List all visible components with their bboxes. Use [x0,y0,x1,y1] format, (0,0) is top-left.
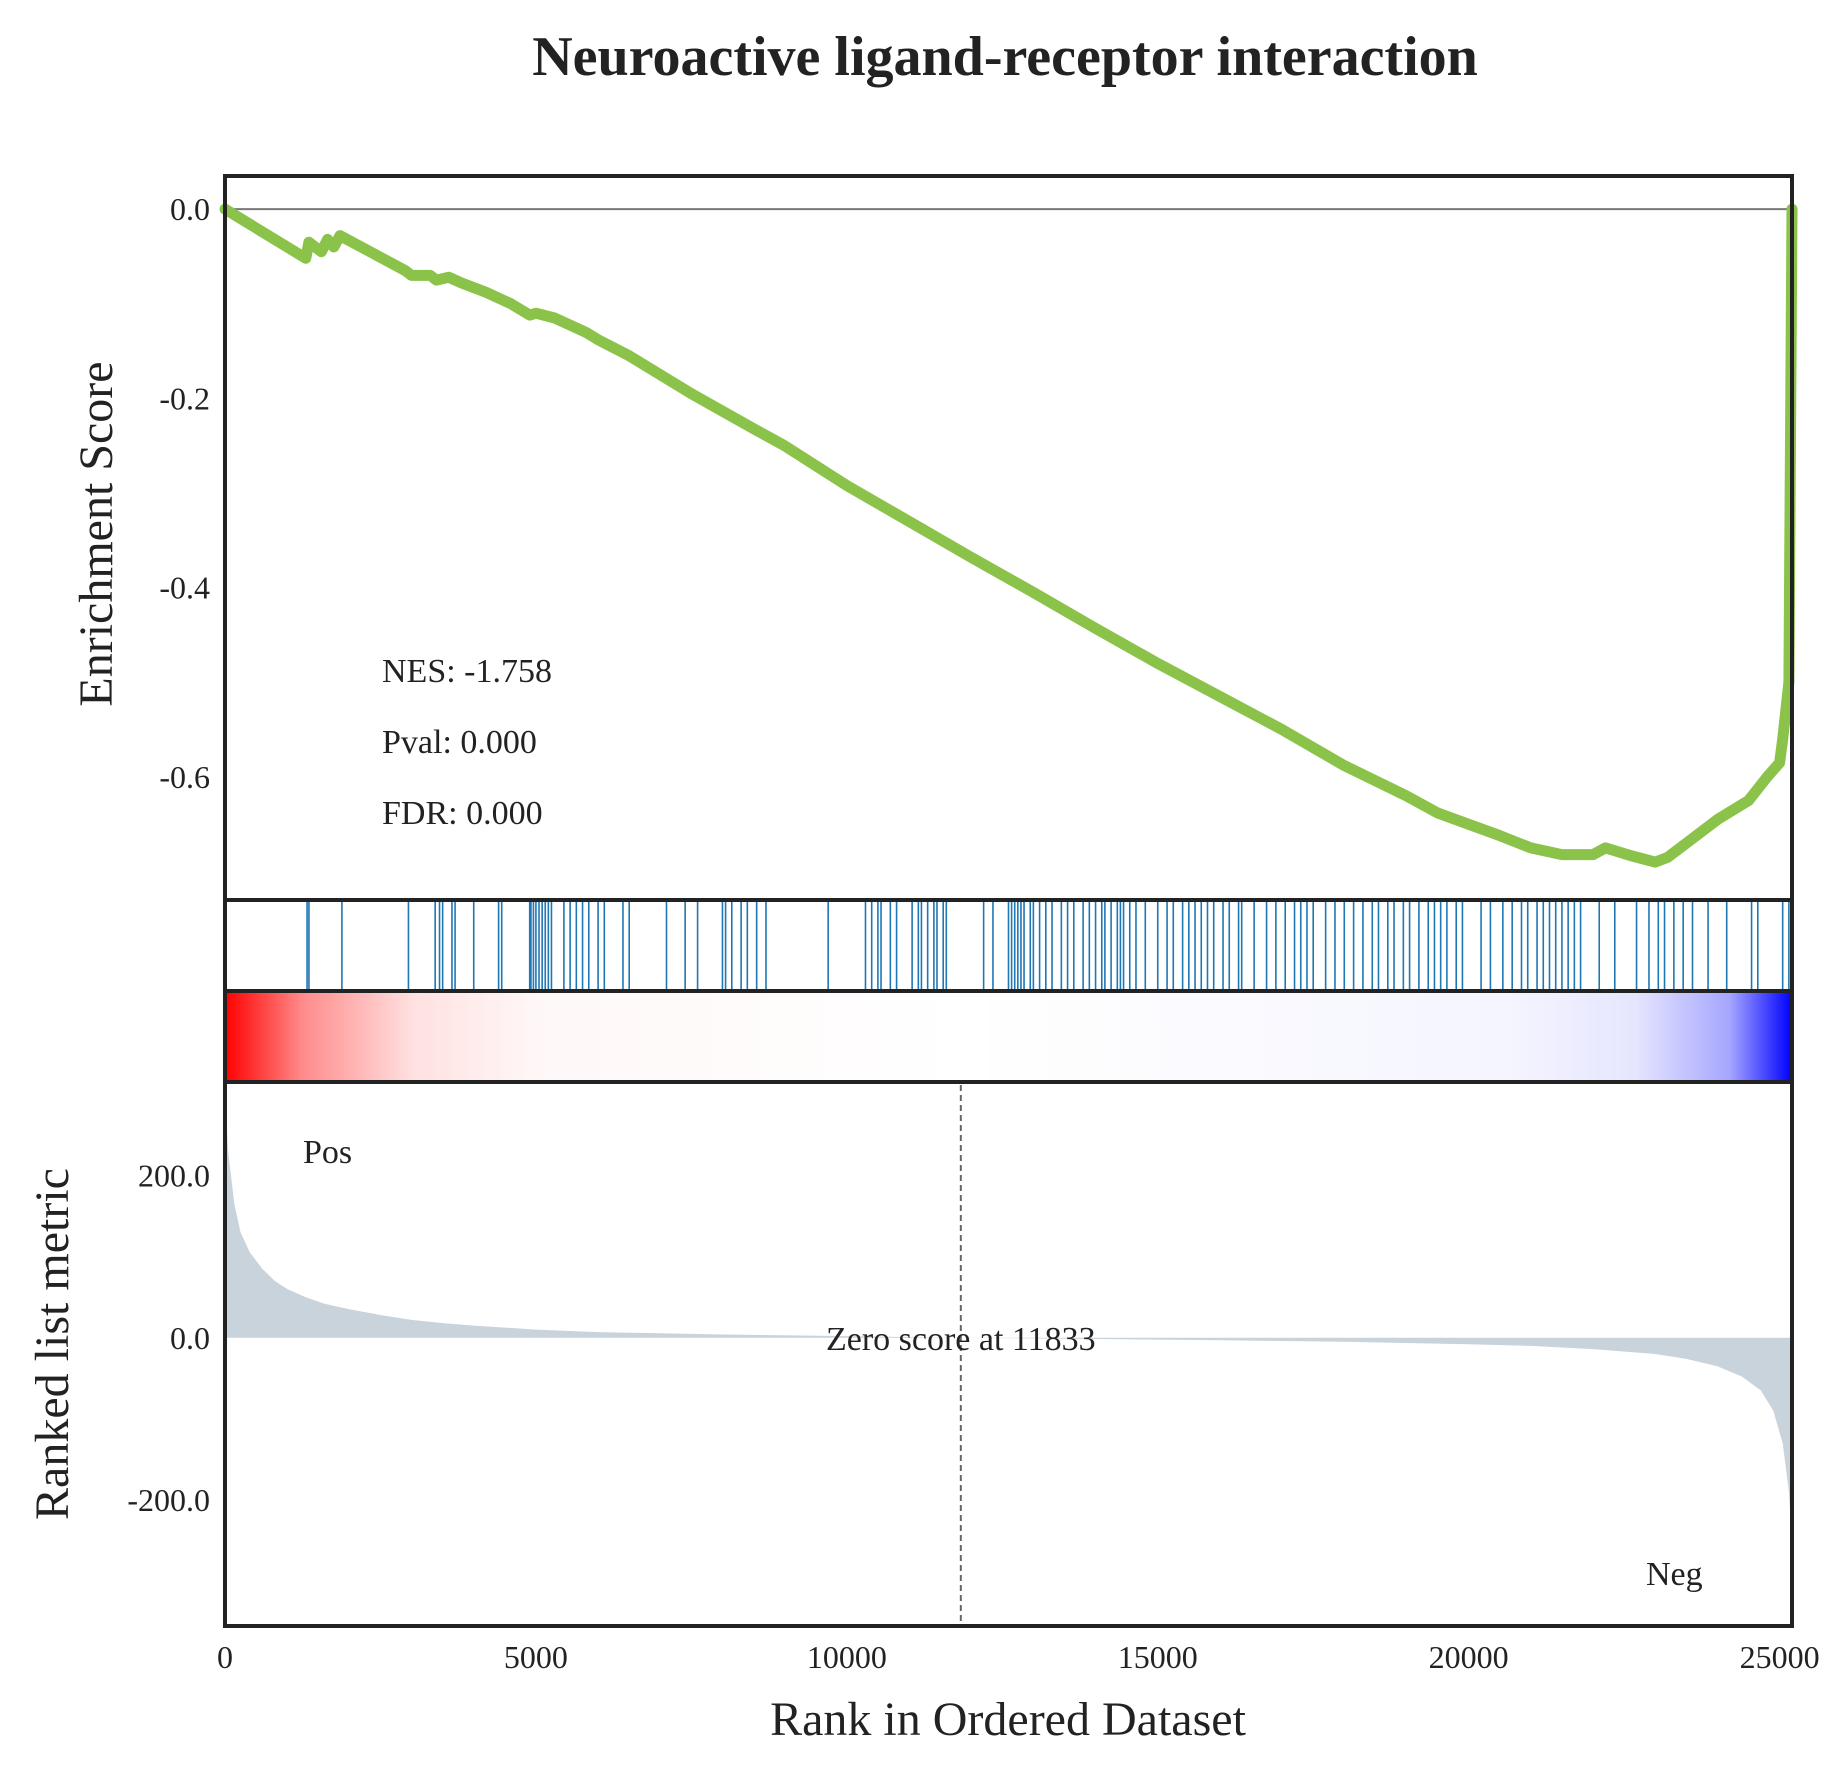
x-tick-label: 25000 [1740,1639,1820,1675]
enrichment-stats: NES: -1.758 Pval: 0.000 FDR: 0.000 [382,653,552,832]
ranked-metric-y-tick-label: 0.0 [170,1320,210,1356]
ranked-metric-y-ticks: 200.0 0.0 -200.0 [127,1157,210,1518]
hits-panel [223,898,1794,993]
rank-heatmap-bar [225,991,1792,1082]
x-tick-label: 10000 [807,1639,887,1675]
zero-score-label: Zero score at 11833 [826,1321,1096,1358]
enrichment-y-tick-label: -0.6 [159,759,210,795]
neg-label: Neg [1646,1556,1703,1593]
ranked-metric-y-axis-label: Ranked list metric [26,1168,79,1520]
chart-title: Neuroactive ligand-receptor interaction [532,26,1478,88]
ranked-metric-area [225,1094,1792,1541]
x-axis-label: Rank in Ordered Dataset [770,1693,1246,1746]
enrichment-y-tick-label: -0.4 [159,570,210,606]
enrichment-y-ticks: 0.0 -0.2 -0.4 -0.6 [159,191,210,795]
heatmap-panel [223,989,1794,1084]
enrichment-stat-label: FDR: 0.000 [382,795,543,832]
enrichment-y-tick-label: -0.2 [159,380,210,416]
ranked-metric-panel: Zero score at 11833 Pos Neg 200.0 0.0 -200… [26,1080,1794,1628]
ranked-metric-panel-frame [223,1080,1794,1628]
x-tick-label: 0 [217,1639,233,1675]
enrichment-y-tick-label: 0.0 [170,191,210,227]
enrichment-stat-label: NES: -1.758 [382,653,552,690]
enrichment-panel: 0.0 -0.2 -0.4 -0.6 NES: -1.758 Pval: 0.000 FD… [70,174,1798,902]
ranked-metric-y-tick-label: -200.0 [127,1482,210,1518]
pos-label: Pos [303,1134,352,1171]
x-tick-label: 5000 [504,1639,568,1675]
enrichment-y-axis-label: Enrichment Score [70,361,123,706]
ranked-metric-y-tick-label: 200.0 [138,1157,210,1193]
x-axis-ticks: 0 5000 10000 15000 20000 25000 [217,1639,1820,1675]
x-tick-label: 15000 [1118,1639,1198,1675]
gene-hit-lines [306,902,1790,989]
enrichment-stat-label: Pval: 0.000 [382,724,537,761]
x-tick-label: 20000 [1429,1639,1509,1675]
enrichment-score-line [219,203,1798,868]
